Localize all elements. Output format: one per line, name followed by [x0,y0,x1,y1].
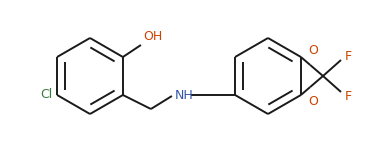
Text: Cl: Cl [40,88,52,102]
Text: O: O [308,95,318,108]
Text: O: O [308,44,318,57]
Text: OH: OH [143,30,162,43]
Text: F: F [345,50,352,62]
Text: NH: NH [175,88,194,102]
Text: F: F [345,90,352,102]
